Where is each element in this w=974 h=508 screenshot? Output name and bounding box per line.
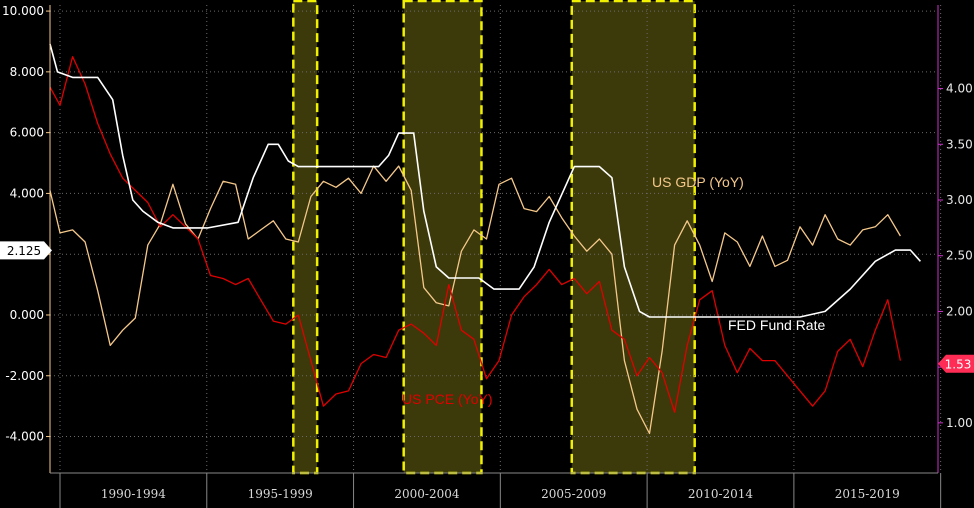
annotations: US GDP (YoY) US PCE (YoY) FED Fund Rate [402, 174, 825, 407]
gdp-annotation: US GDP (YoY) [652, 174, 744, 190]
right-value-tag-box [938, 354, 974, 373]
axes: 1990-1994 1995-1999 2000-2004 2005-2009 2010… [0, 4, 974, 508]
x-tick-label: 1990-1994 [101, 487, 166, 501]
right-axis-tick-label: 4.00 [946, 82, 973, 96]
left-axis-tick-label: -2.000 [5, 369, 44, 383]
right-axis-tick-label: 2.50 [946, 249, 973, 263]
right-axis-tick-label: 3.00 [946, 193, 973, 207]
x-tick-label: 2005-2009 [541, 487, 606, 501]
series-line-fed-fund-rate [49, 43, 921, 318]
x-tick-label: 2015-2019 [835, 487, 900, 501]
series-line-us-pce-yoy [49, 56, 902, 413]
right-axis-tick-label: 1.00 [946, 416, 973, 430]
series-lines [49, 43, 921, 435]
right-axis-tick-label: 3.50 [946, 137, 973, 151]
left-axis-tick-label: 4.000 [10, 186, 44, 200]
shaded-period-1 [292, 0, 319, 475]
x-tick-label: 2000-2004 [394, 487, 459, 501]
series-line-us-gdp-yoy [49, 165, 901, 435]
left-axis-tick-label: -4.000 [5, 430, 44, 444]
fed-annotation: FED Fund Rate [728, 317, 825, 333]
right-axis-tick-label: 2.00 [946, 304, 973, 318]
x-tick-label: 1995-1999 [248, 487, 313, 501]
pce-annotation: US PCE (YoY) [402, 391, 493, 407]
left-axis-tick-label: 0.000 [10, 308, 44, 322]
gridlines [50, 5, 942, 473]
x-tick-label: 2010-2014 [688, 487, 753, 501]
left-value-tag: 2.125 [7, 244, 41, 258]
left-axis-tick-label: 6.000 [10, 126, 44, 140]
left-axis-tick-label: 10.000 [2, 4, 44, 18]
left-axis-tick-label: 8.000 [10, 65, 44, 79]
left-value-tag-box [0, 241, 52, 260]
right-value-tag: 1.53 [945, 357, 972, 371]
